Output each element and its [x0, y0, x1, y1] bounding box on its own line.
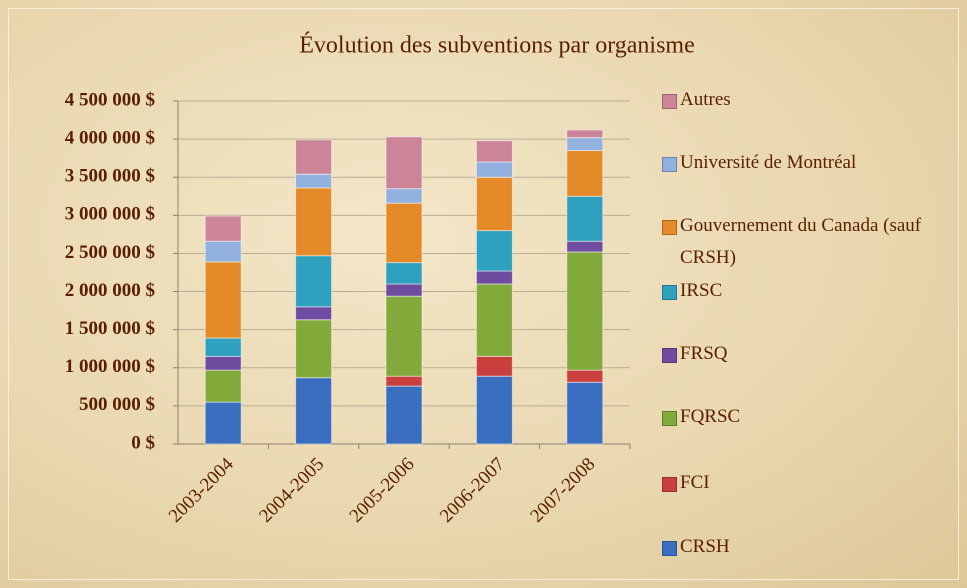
bar-segment [295, 173, 333, 189]
legend-item: Gouvernement du Canada (sauf CRSH) [658, 210, 958, 274]
x-tick-label: 2003-2004 [165, 453, 238, 526]
y-tick-label: 3 500 000 $ [65, 166, 155, 187]
legend-swatch [662, 477, 677, 492]
legend-swatch [662, 411, 677, 426]
bar-segment [385, 262, 423, 285]
y-tick-label: 3 000 000 $ [65, 204, 155, 225]
bar-segment [385, 283, 423, 297]
legend-swatch [662, 220, 677, 235]
legend-swatch [662, 94, 677, 109]
x-tick-label: 2004-2005 [255, 454, 328, 527]
legend-item: Autres [658, 84, 958, 116]
bar-segment [295, 377, 333, 445]
bar-segment [385, 295, 423, 377]
legend-label: IRSC [680, 280, 723, 301]
bar-segment [204, 261, 242, 339]
y-tick-label: 500 000 $ [79, 394, 155, 415]
y-tick-label: 1 500 000 $ [65, 318, 155, 339]
x-tick-label: 2005-2006 [346, 454, 419, 527]
bar-segment [204, 337, 242, 357]
legend-label: FCI [680, 472, 710, 493]
legend-label: Gouvernement du Canada (sauf CRSH) [680, 215, 922, 268]
bar-segment [566, 195, 604, 242]
bar-segment [475, 283, 513, 357]
legend-item: Université de Montréal [658, 147, 958, 179]
bar-segment [475, 230, 513, 272]
legend-label: Université de Montréal [680, 152, 857, 173]
bar-segment [295, 319, 333, 379]
bar-segment [204, 401, 242, 445]
bar-segment [475, 270, 513, 285]
bar-segment [475, 355, 513, 377]
x-tick-label: 2007-2008 [526, 454, 599, 527]
y-tick-label: 2 500 000 $ [65, 242, 155, 263]
y-tick-label: 2 000 000 $ [65, 280, 155, 301]
legend-swatch [662, 348, 677, 363]
y-tick-label: 0 $ [131, 432, 155, 453]
bar-segment [295, 187, 333, 257]
bar-segment [475, 140, 513, 163]
bar-segment [204, 215, 242, 242]
bar-segment [385, 202, 423, 264]
bar-segment [295, 306, 333, 321]
legend-label: FRSQ [680, 343, 728, 364]
legend-label: FQRSC [680, 406, 741, 427]
legend-item: FCI [658, 467, 958, 499]
bar-segment [566, 150, 604, 197]
y-tick-label: 1 000 000 $ [65, 356, 155, 377]
legend-item: FRSQ [658, 338, 958, 370]
bar-segment [385, 136, 423, 190]
legend-swatch [662, 285, 677, 300]
legend-item: CRSH [658, 531, 958, 563]
bar-segment [385, 385, 423, 445]
bar-segment [475, 375, 513, 445]
bar-segment [566, 137, 604, 152]
bar-segment [204, 355, 242, 371]
bar-segment [295, 255, 333, 308]
bar-segment [566, 129, 604, 139]
legend-swatch [662, 541, 677, 556]
legend-label: Autres [680, 89, 731, 110]
bar-segment [566, 369, 604, 383]
chart-title: Évolution des subventions par organisme [299, 33, 695, 59]
legend-label: CRSH [680, 536, 730, 557]
x-tick-label: 2006-2007 [436, 454, 509, 527]
bar-segment [385, 188, 423, 204]
bar-segment [566, 240, 604, 253]
bar-segment [566, 251, 604, 371]
legend-item: IRSC [658, 275, 958, 307]
bar-segment [475, 176, 513, 232]
bar-segment [566, 381, 604, 445]
frame [8, 8, 959, 580]
bar-segment [385, 375, 423, 387]
y-tick-label: 4 000 000 $ [65, 127, 155, 148]
legend-swatch [662, 157, 677, 172]
y-tick-label: 4 500 000 $ [65, 89, 155, 110]
legend-item: FQRSC [658, 401, 958, 433]
bar-segment [295, 139, 333, 175]
bar-segment [204, 369, 242, 403]
bar-segment [475, 161, 513, 178]
bar-segment [204, 240, 242, 263]
